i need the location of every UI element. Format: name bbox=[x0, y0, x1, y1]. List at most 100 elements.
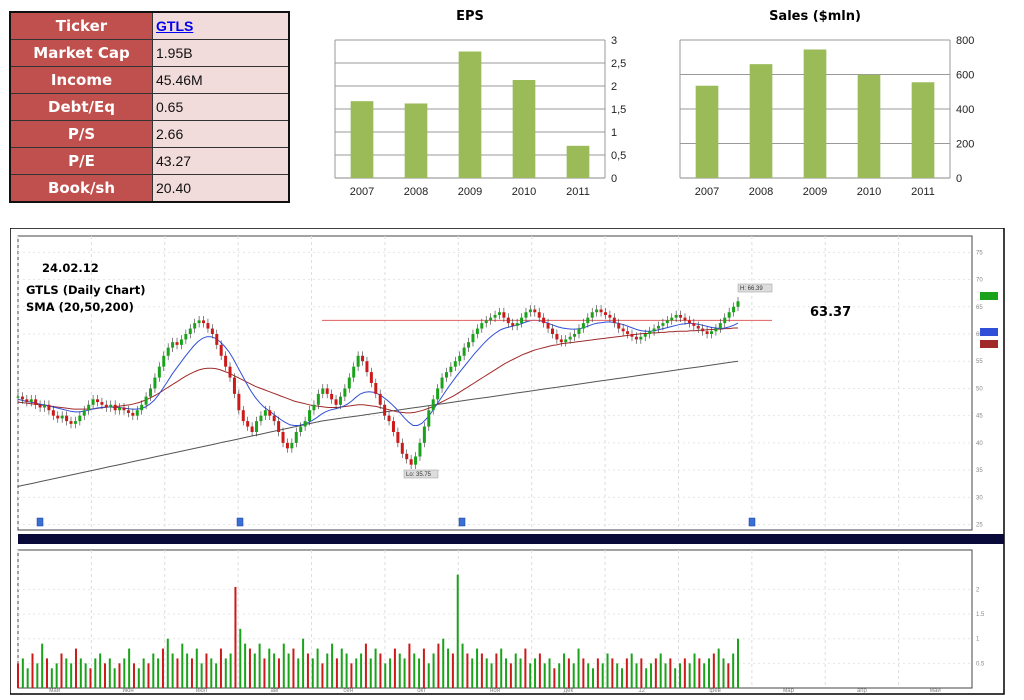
volume-bar bbox=[427, 663, 430, 688]
volume-bar bbox=[625, 658, 628, 688]
volume-bar bbox=[253, 653, 256, 688]
price-marker bbox=[980, 292, 998, 300]
volume-bar bbox=[331, 643, 334, 688]
volume-bar bbox=[41, 643, 44, 688]
candle-body bbox=[206, 323, 210, 329]
candle-body bbox=[714, 328, 718, 332]
sales-bar bbox=[749, 64, 773, 178]
candle-body bbox=[175, 342, 179, 345]
eps-title: EPS bbox=[456, 9, 484, 24]
volume-bar bbox=[582, 658, 585, 688]
volume-bar bbox=[94, 658, 97, 688]
candle-body bbox=[542, 317, 546, 324]
candle-body bbox=[43, 404, 47, 408]
chart-title: GTLS (Daily Chart) bbox=[26, 283, 145, 297]
candle-body bbox=[246, 421, 250, 427]
volume-bar bbox=[74, 648, 77, 688]
candle-body bbox=[122, 407, 126, 411]
candle-body bbox=[595, 309, 599, 313]
stats-value: 2.66 bbox=[152, 120, 290, 148]
volume-bar bbox=[297, 658, 300, 688]
volume-bar bbox=[277, 658, 280, 688]
candle-body bbox=[705, 331, 709, 334]
volume-bar bbox=[451, 653, 454, 688]
candle-body bbox=[87, 404, 91, 411]
volume-bar bbox=[616, 663, 619, 688]
sales-xtick: 2009 bbox=[803, 186, 827, 198]
candle-body bbox=[515, 323, 519, 326]
eps-ytick: 0 bbox=[611, 173, 617, 185]
volume-bar bbox=[65, 658, 68, 688]
month-label: фев bbox=[709, 688, 720, 694]
candle-body bbox=[378, 393, 382, 405]
stats-value[interactable]: GTLS bbox=[152, 11, 290, 40]
volume-bar bbox=[157, 658, 160, 688]
candle-body bbox=[586, 317, 590, 324]
high-label: H: 66.39 bbox=[740, 286, 763, 292]
volume-bar bbox=[258, 643, 261, 688]
sales-ytick: 800 bbox=[956, 35, 974, 47]
month-label: апр bbox=[857, 688, 868, 694]
ticker-link[interactable]: GTLS bbox=[156, 18, 194, 34]
candle-body bbox=[612, 317, 616, 324]
stats-value: 0.65 bbox=[152, 93, 290, 121]
volume-bar bbox=[31, 653, 34, 688]
volume-ytick: 0.5 bbox=[976, 661, 985, 667]
volume-bar bbox=[447, 648, 450, 688]
volume-bar bbox=[60, 653, 63, 688]
volume-bar bbox=[601, 663, 604, 688]
candle-body bbox=[718, 323, 722, 329]
volume-ytick: 1 bbox=[976, 637, 980, 643]
candle-body bbox=[38, 404, 42, 408]
candle-body bbox=[573, 334, 577, 337]
candle-body bbox=[652, 328, 656, 332]
volume-bar bbox=[389, 658, 392, 688]
candle-body bbox=[630, 334, 634, 337]
volume-panel bbox=[17, 549, 973, 689]
candle-body bbox=[215, 334, 219, 345]
stats-table: Ticker GTLS Market Cap 1.95B Income 45.46M Deb… bbox=[9, 11, 290, 203]
volume-bar bbox=[563, 653, 566, 688]
volume-bar bbox=[708, 658, 711, 688]
volume-bar bbox=[229, 653, 232, 688]
volume-bar bbox=[152, 653, 155, 688]
sales-title: Sales ($mln) bbox=[769, 9, 861, 24]
candle-body bbox=[308, 410, 312, 422]
volume-bar bbox=[403, 658, 406, 688]
candle-body bbox=[303, 421, 307, 427]
candle-body bbox=[577, 328, 581, 334]
sma200-line bbox=[17, 360, 739, 487]
volume-bar bbox=[128, 648, 131, 688]
candle-body bbox=[687, 320, 691, 324]
candle-body bbox=[56, 415, 60, 419]
candle-body bbox=[338, 396, 342, 405]
eps-xtick: 2009 bbox=[458, 186, 482, 198]
volume-bar bbox=[79, 658, 82, 688]
candle-body bbox=[467, 342, 471, 348]
candle-body bbox=[383, 404, 387, 416]
month-label: мар bbox=[783, 688, 794, 694]
candle-body bbox=[202, 320, 206, 324]
volume-bar bbox=[239, 628, 242, 688]
sales-bar bbox=[695, 85, 719, 178]
volume-bar bbox=[505, 658, 508, 688]
volume-bar bbox=[103, 663, 106, 688]
candle-body bbox=[603, 312, 607, 315]
volume-bar bbox=[166, 638, 169, 688]
volume-bar bbox=[717, 648, 720, 688]
volume-bar bbox=[379, 653, 382, 688]
month-label: 12 bbox=[638, 688, 645, 694]
volume-bar bbox=[108, 658, 111, 688]
candle-body bbox=[78, 415, 82, 422]
volume-ytick: 1.5 bbox=[976, 612, 985, 618]
sma50-line bbox=[17, 327, 738, 414]
volume-bar bbox=[490, 663, 493, 688]
volume-bar bbox=[712, 653, 715, 688]
candle-body bbox=[537, 312, 541, 318]
volume-bar bbox=[137, 668, 140, 688]
price-ytick: 25 bbox=[976, 523, 983, 529]
candle-body bbox=[506, 317, 510, 324]
volume-bar bbox=[437, 643, 440, 688]
candle-body bbox=[259, 415, 263, 422]
candle-body bbox=[334, 399, 338, 405]
